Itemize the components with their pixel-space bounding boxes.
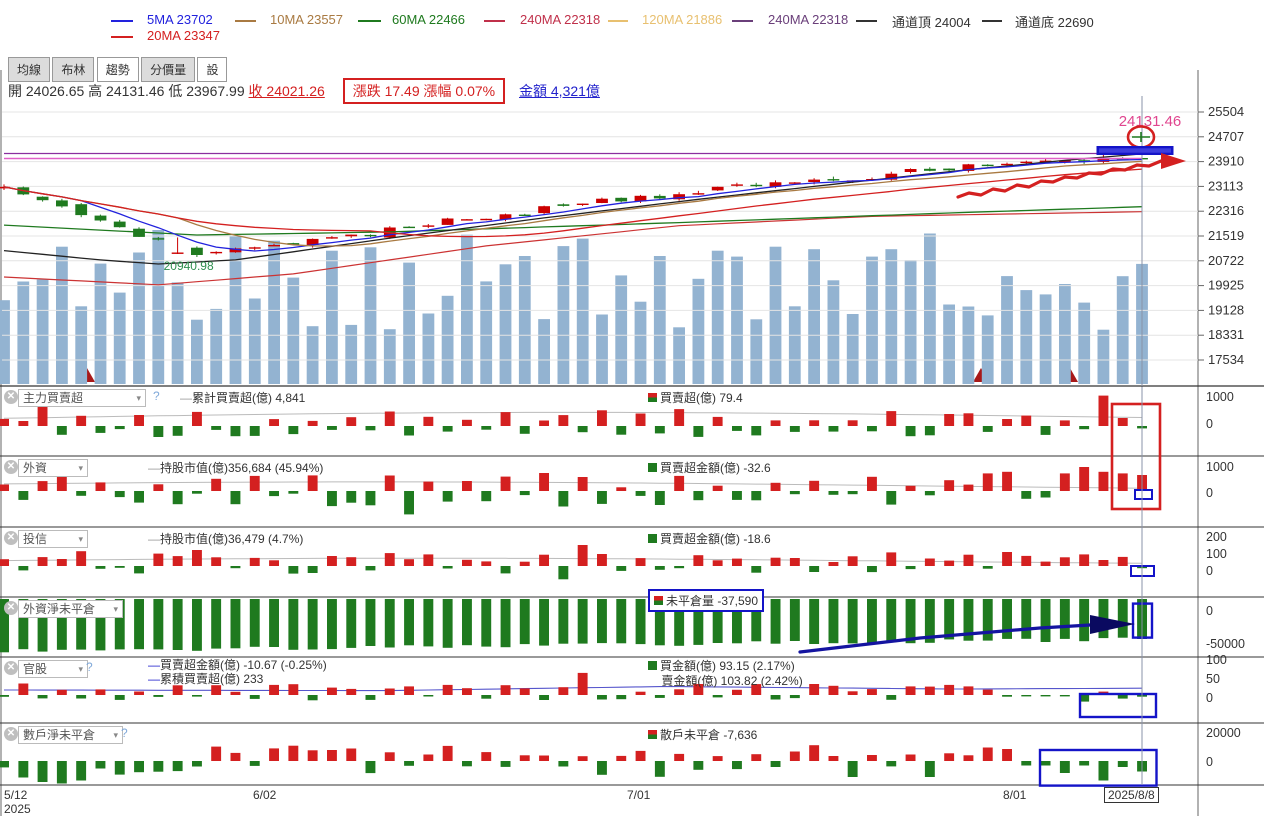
svg-text:19128: 19128	[1208, 302, 1244, 317]
svg-text:23910: 23910	[1208, 154, 1244, 169]
svg-text:20722: 20722	[1208, 253, 1244, 268]
svg-text:22316: 22316	[1208, 203, 1244, 218]
svg-text:20940.98: 20940.98	[164, 259, 214, 273]
svg-text:23113: 23113	[1208, 178, 1243, 193]
svg-text:19925: 19925	[1208, 278, 1244, 293]
svg-text:21519: 21519	[1208, 228, 1244, 243]
svg-text:24131.46: 24131.46	[1119, 113, 1182, 130]
svg-text:18331: 18331	[1208, 327, 1244, 342]
svg-text:17534: 17534	[1208, 352, 1244, 367]
svg-text:25504: 25504	[1208, 104, 1244, 119]
svg-text:24707: 24707	[1208, 129, 1244, 144]
